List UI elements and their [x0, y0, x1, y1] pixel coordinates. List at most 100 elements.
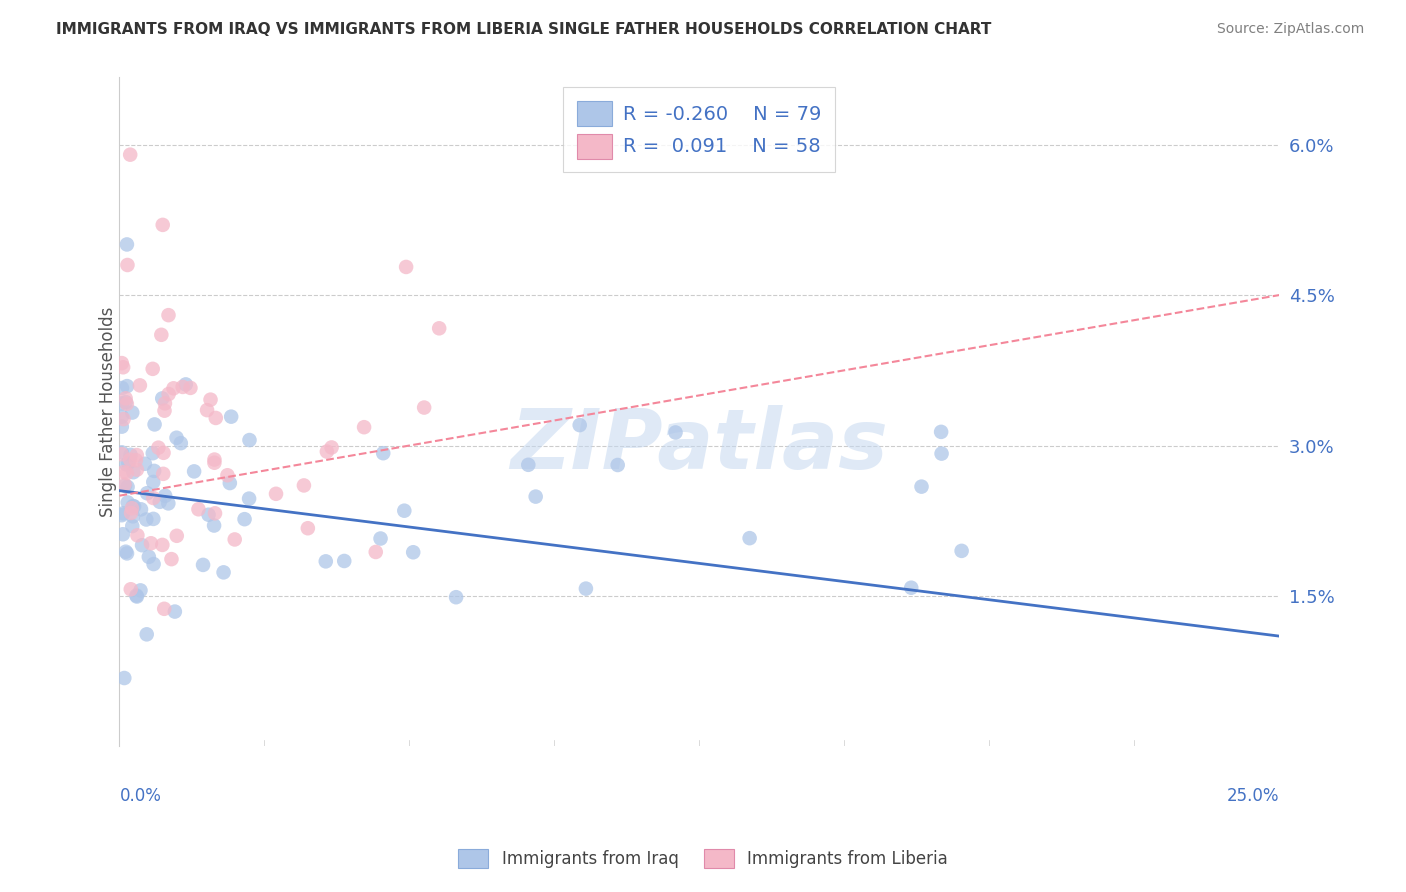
Point: [115, 379, 138, 393]
Point: [120, 506, 142, 520]
Point: [142, 557, 165, 571]
Point: [166, 529, 188, 543]
Point: [233, 512, 256, 526]
Text: 25.0%: 25.0%: [1226, 787, 1279, 805]
Point: [114, 392, 136, 406]
Point: [204, 452, 226, 467]
Point: [115, 237, 138, 252]
Point: [125, 589, 148, 603]
Point: [224, 533, 246, 547]
Point: [135, 512, 157, 526]
Point: [125, 448, 148, 462]
Point: [152, 467, 174, 481]
Point: [138, 549, 160, 564]
Point: [115, 458, 138, 472]
Point: [139, 536, 162, 550]
Point: [129, 502, 152, 516]
Point: [142, 512, 165, 526]
Point: [153, 489, 176, 503]
Point: [353, 420, 375, 434]
Point: [111, 527, 134, 541]
Point: [111, 381, 134, 395]
Point: [112, 412, 135, 426]
Point: [402, 545, 425, 559]
Point: [153, 602, 176, 616]
Point: [117, 456, 139, 470]
Point: [179, 381, 201, 395]
Point: [183, 464, 205, 478]
Text: 0.0%: 0.0%: [120, 787, 162, 805]
Point: [112, 671, 135, 685]
Point: [111, 508, 134, 523]
Point: [187, 502, 209, 516]
Point: [111, 356, 134, 370]
Point: [142, 362, 165, 376]
Point: [121, 501, 143, 516]
Point: [112, 506, 135, 520]
Point: [950, 544, 973, 558]
Point: [394, 504, 416, 518]
Point: [135, 627, 157, 641]
Point: [150, 327, 173, 342]
Point: [395, 260, 418, 274]
Point: [134, 457, 156, 471]
Point: [142, 446, 165, 460]
Point: [162, 381, 184, 395]
Point: [153, 396, 176, 410]
Point: [517, 458, 540, 472]
Point: [120, 147, 142, 161]
Point: [370, 532, 392, 546]
Point: [166, 431, 188, 445]
Point: [136, 486, 159, 500]
Point: [364, 545, 387, 559]
Point: [117, 495, 139, 509]
Point: [148, 441, 170, 455]
Point: [152, 218, 174, 232]
Point: [120, 452, 142, 467]
Point: [664, 425, 686, 440]
Point: [191, 558, 214, 572]
Point: [114, 478, 136, 492]
Point: [114, 544, 136, 558]
Point: [910, 480, 932, 494]
Point: [149, 495, 172, 509]
Point: [122, 500, 145, 514]
Point: [142, 491, 165, 505]
Point: [129, 583, 152, 598]
Point: [900, 581, 922, 595]
Y-axis label: Single Father Households: Single Father Households: [100, 307, 117, 517]
Point: [122, 509, 145, 524]
Point: [202, 518, 225, 533]
Point: [142, 475, 165, 489]
Point: [122, 465, 145, 479]
Legend: R = -0.260    N = 79, R =  0.091    N = 58: R = -0.260 N = 79, R = 0.091 N = 58: [564, 87, 835, 172]
Point: [111, 445, 134, 459]
Point: [127, 528, 149, 542]
Point: [128, 378, 150, 392]
Point: [121, 406, 143, 420]
Point: [115, 466, 138, 480]
Point: [114, 395, 136, 409]
Legend: Immigrants from Iraq, Immigrants from Liberia: Immigrants from Iraq, Immigrants from Li…: [451, 842, 955, 875]
Point: [143, 417, 166, 432]
Point: [204, 411, 226, 425]
Point: [117, 258, 139, 272]
Point: [172, 380, 194, 394]
Point: [120, 448, 142, 462]
Point: [315, 444, 337, 458]
Point: [413, 401, 436, 415]
Point: [292, 478, 315, 492]
Point: [115, 546, 138, 560]
Point: [163, 605, 186, 619]
Point: [111, 447, 134, 461]
Point: [115, 397, 138, 411]
Point: [373, 446, 395, 460]
Point: [150, 392, 173, 406]
Point: [202, 456, 225, 470]
Point: [218, 476, 240, 491]
Point: [524, 490, 547, 504]
Point: [200, 392, 222, 407]
Point: [122, 499, 145, 513]
Point: [174, 377, 197, 392]
Point: [444, 591, 467, 605]
